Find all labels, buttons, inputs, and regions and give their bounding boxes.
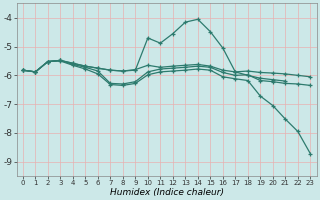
X-axis label: Humidex (Indice chaleur): Humidex (Indice chaleur) (109, 188, 224, 197)
